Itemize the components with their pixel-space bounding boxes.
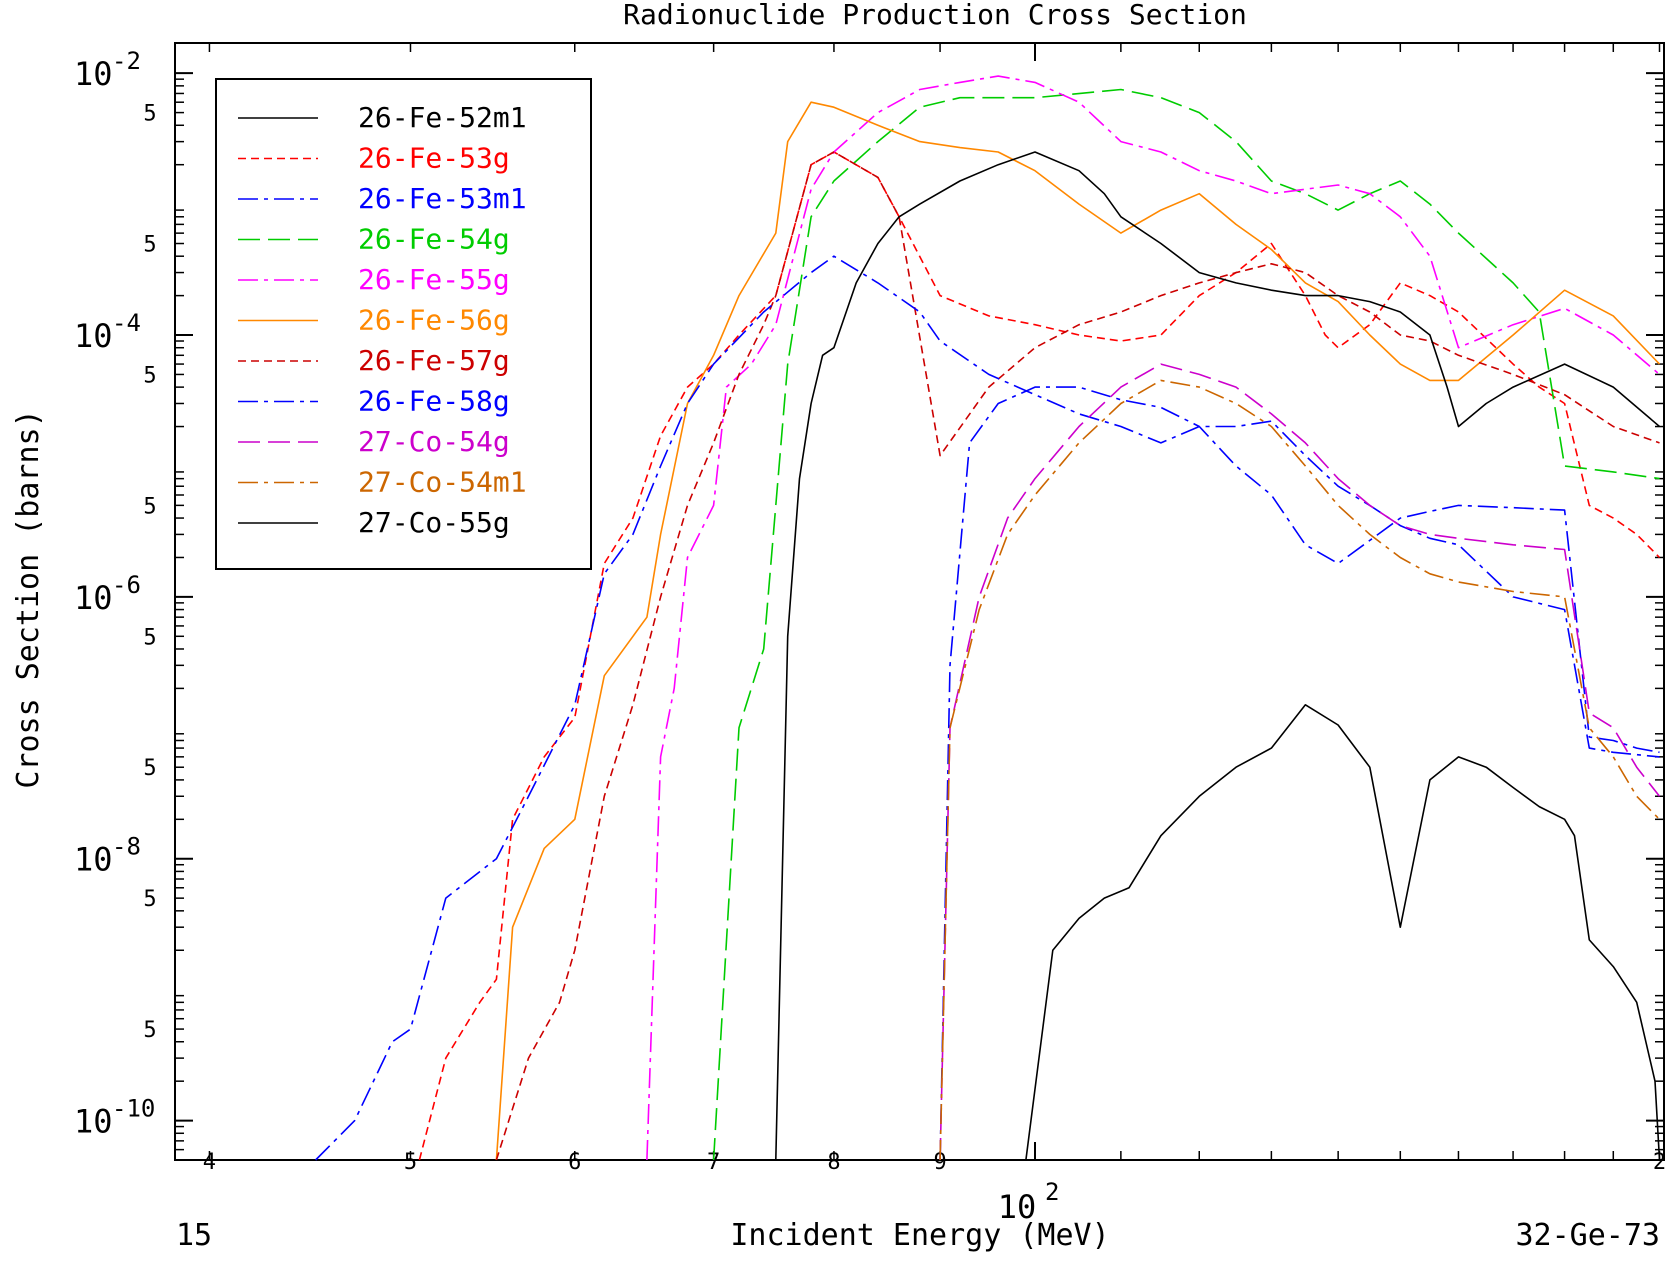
legend-label-1: 26-Fe-53g: [358, 142, 510, 175]
axis-ticks: [175, 43, 1664, 1160]
x-tick-label-1: 5: [404, 1150, 417, 1175]
legend-label-4: 26-Fe-55g: [358, 263, 510, 296]
legend: 26-Fe-52m1 26-Fe-53g 26-Fe-53m1 26-Fe-54g 26…: [215, 78, 592, 570]
corner-label-left: 15: [176, 1218, 212, 1253]
x-tick-label-6: 2: [1653, 1150, 1665, 1175]
y-minor-tick-label-6: 5: [143, 887, 156, 912]
series-line-26-fe-57g: [495, 151, 1660, 1161]
series-line-26-fe-52m1: [1025, 703, 1661, 1161]
series-line-26-fe-54g: [712, 88, 1660, 1161]
legend-label-3: 26-Fe-54g: [358, 223, 510, 256]
y-tick-exponent-1: -4: [112, 309, 141, 337]
series-line-26-fe-58g: [315, 255, 1660, 1161]
x-tick-label-4: 8: [827, 1150, 840, 1175]
chart-title: Radionuclide Production Cross Section: [623, 0, 1247, 31]
y-minor-tick-label-0: 5: [143, 102, 156, 127]
series-line-27-co-54g: [939, 363, 1661, 1161]
y-minor-tick-label-7: 5: [143, 1018, 156, 1043]
y-tick-label-2: 10: [74, 579, 113, 617]
plot-frame: [174, 42, 1665, 1161]
legend-label-6: 26-Fe-57g: [358, 344, 510, 377]
legend-label-7: 26-Fe-58g: [358, 385, 510, 418]
y-tick-label-4: 10: [74, 1103, 113, 1141]
legend-box: [215, 78, 592, 570]
legend-label-2: 26-Fe-53m1: [358, 182, 527, 215]
y-tick-label-0: 10: [74, 55, 113, 93]
y-tick-label-1: 10: [74, 317, 113, 355]
legend-label-0: 26-Fe-52m1: [358, 101, 527, 134]
y-tick-exponent-3: -8: [112, 833, 141, 861]
y-minor-tick-label-4: 5: [143, 625, 156, 650]
y-minor-tick-label-5: 5: [143, 756, 156, 781]
y-tick-exponent-4: -10: [112, 1095, 155, 1123]
legend-label-5: 26-Fe-56g: [358, 304, 510, 337]
series-lines: [315, 75, 1661, 1161]
series-line-26-fe-55g: [646, 75, 1661, 1161]
series-line-26-fe-53g: [418, 151, 1661, 1161]
y-axis-label: Cross Section (barns): [11, 409, 46, 788]
x-major-tick-exponent-0: 2: [1045, 1178, 1059, 1206]
y-tick-exponent-2: -6: [112, 571, 141, 599]
x-tick-label-2: 6: [568, 1150, 581, 1175]
corner-label-right: 32-Ge-73: [1516, 1218, 1661, 1253]
legend-label-8: 27-Co-54g: [358, 425, 510, 458]
y-tick-label-3: 10: [74, 841, 113, 879]
x-axis-label: Incident Energy (MeV): [730, 1218, 1109, 1253]
series-line-27-co-54m1: [939, 379, 1661, 1161]
y-minor-tick-label-2: 5: [143, 363, 156, 388]
series-line-27-co-55g: [775, 151, 1661, 1161]
y-minor-tick-label-1: 5: [143, 233, 156, 258]
x-tick-label-0: 4: [203, 1150, 216, 1175]
x-tick-label-5: 9: [933, 1150, 946, 1175]
y-tick-exponent-0: -2: [112, 47, 141, 75]
legend-label-10: 27-Co-55g: [358, 506, 510, 539]
y-minor-tick-label-3: 5: [143, 494, 156, 519]
x-major-tick-label-0: 10: [998, 1188, 1037, 1226]
x-tick-label-3: 7: [707, 1150, 720, 1175]
series-line-26-fe-53m1: [939, 386, 1660, 1161]
series-line-26-fe-56g: [495, 101, 1661, 1161]
legend-label-9: 27-Co-54m1: [358, 466, 527, 499]
